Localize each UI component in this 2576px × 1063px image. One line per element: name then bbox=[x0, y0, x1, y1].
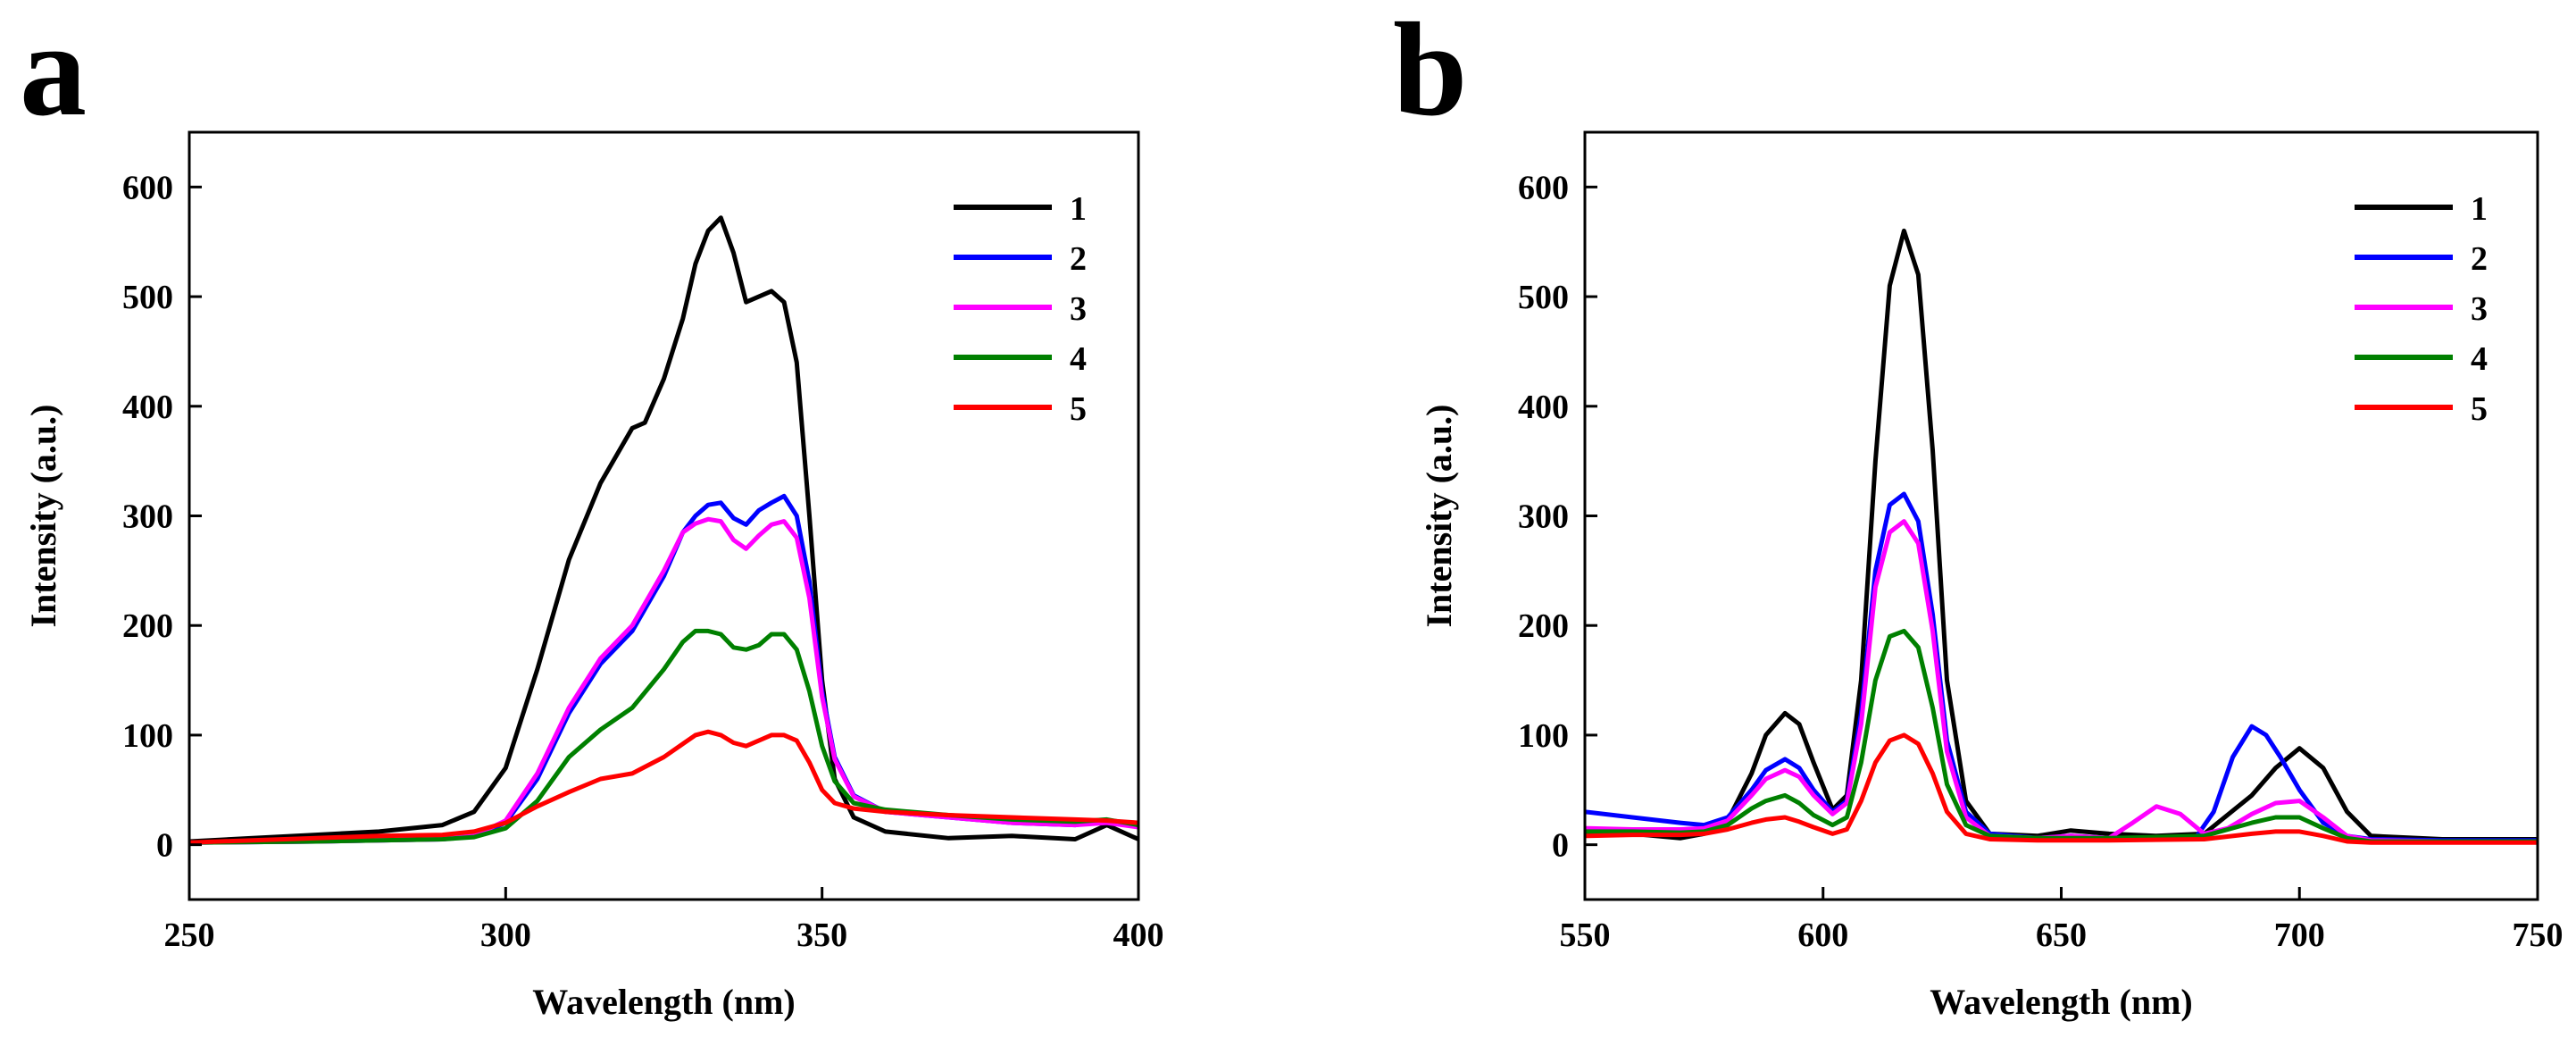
x-tick-label: 750 bbox=[2513, 917, 2563, 954]
y-tick-label: 100 bbox=[1518, 717, 1569, 755]
y-tick-label: 500 bbox=[122, 279, 173, 316]
series-line-4 bbox=[189, 628, 1138, 845]
series-group bbox=[1585, 228, 2538, 845]
y-tick-label: 600 bbox=[1518, 169, 1569, 206]
x-axis-title: Wavelength (nm) bbox=[532, 982, 795, 1022]
series-group bbox=[189, 215, 1138, 845]
series-line-3 bbox=[1585, 519, 2538, 844]
y-tick-label: 0 bbox=[156, 827, 173, 865]
legend-label-1: 1 bbox=[1070, 190, 1087, 228]
plot-frame bbox=[188, 130, 1140, 901]
y-tick-label: 100 bbox=[122, 717, 173, 755]
chart-panel-b: b 550 600 650 700 750 0 100 200 300 400 500 600 Wavel… bbox=[1393, 0, 2563, 1022]
legend-label-4: 4 bbox=[1070, 340, 1087, 378]
series-line-5 bbox=[1585, 732, 2538, 845]
x-tick-label: 550 bbox=[1560, 917, 1611, 954]
legend-label-2: 2 bbox=[2471, 240, 2488, 278]
x-tick-label: 700 bbox=[2274, 917, 2325, 954]
x-axis-title: Wavelength (nm) bbox=[1930, 982, 2192, 1022]
x-tick-label: 400 bbox=[1113, 917, 1164, 954]
legend-label-3: 3 bbox=[1070, 290, 1087, 328]
panel-label: b bbox=[1393, 0, 1467, 144]
y-tick-label: 400 bbox=[122, 389, 173, 426]
panel-label: a bbox=[20, 0, 87, 144]
x-tick-label: 250 bbox=[164, 917, 215, 954]
legend-label-1: 1 bbox=[2471, 190, 2488, 228]
y-tick-label: 500 bbox=[1518, 279, 1569, 316]
series-line-4 bbox=[1585, 628, 2538, 844]
x-tick-label: 300 bbox=[480, 917, 531, 954]
x-tick-label: 650 bbox=[2036, 917, 2087, 954]
y-axis-title: Intensity (a.u.) bbox=[1419, 404, 1459, 627]
series-line-1 bbox=[1585, 228, 2538, 841]
chart-panel-a: a 250 300 350 400 0 100 200 300 400 500 600 Waveleng… bbox=[20, 0, 1164, 1022]
legend-label-2: 2 bbox=[1070, 240, 1087, 278]
x-tick-label: 350 bbox=[796, 917, 847, 954]
legend-label-3: 3 bbox=[2471, 290, 2488, 328]
y-tick-label: 400 bbox=[1518, 389, 1569, 426]
y-tick-label: 200 bbox=[1518, 607, 1569, 645]
series-line-3 bbox=[189, 516, 1138, 845]
y-tick-label: 300 bbox=[1518, 498, 1569, 536]
plot-frame bbox=[1583, 130, 2539, 901]
y-tick-label: 0 bbox=[1552, 827, 1569, 865]
legend: 1 2 3 4 5 bbox=[954, 190, 1087, 428]
legend-label-5: 5 bbox=[1070, 390, 1087, 428]
y-tick-label: 200 bbox=[122, 607, 173, 645]
y-axis-title: Intensity (a.u.) bbox=[23, 404, 63, 627]
y-tick-label: 300 bbox=[122, 498, 173, 536]
y-tick-label: 600 bbox=[122, 169, 173, 206]
series-line-1 bbox=[189, 215, 1138, 844]
series-line-5 bbox=[189, 729, 1138, 845]
x-tick-label: 600 bbox=[1797, 917, 1848, 954]
legend-label-5: 5 bbox=[2471, 390, 2488, 428]
legend-label-4: 4 bbox=[2471, 340, 2488, 378]
series-line-2 bbox=[1585, 491, 2538, 843]
legend: 1 2 3 4 5 bbox=[2355, 190, 2488, 428]
